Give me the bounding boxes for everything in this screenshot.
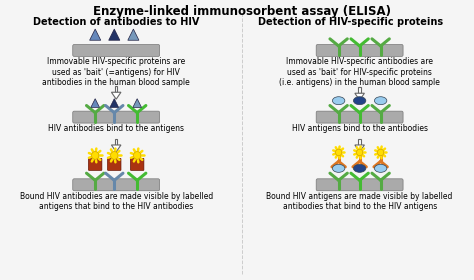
Ellipse shape bbox=[332, 97, 345, 105]
Circle shape bbox=[377, 149, 384, 156]
Polygon shape bbox=[110, 99, 118, 108]
FancyBboxPatch shape bbox=[108, 158, 121, 170]
FancyBboxPatch shape bbox=[115, 139, 118, 145]
Circle shape bbox=[110, 151, 118, 159]
Polygon shape bbox=[109, 29, 120, 40]
Polygon shape bbox=[111, 145, 121, 152]
Polygon shape bbox=[91, 99, 100, 108]
Text: HIV antigens bind to the antibodies: HIV antigens bind to the antibodies bbox=[292, 124, 428, 133]
Circle shape bbox=[356, 149, 363, 156]
Polygon shape bbox=[355, 145, 365, 152]
Ellipse shape bbox=[332, 164, 345, 172]
Polygon shape bbox=[90, 29, 101, 40]
Text: Detection of HIV-specific proteins: Detection of HIV-specific proteins bbox=[257, 17, 443, 27]
Ellipse shape bbox=[354, 164, 366, 172]
Circle shape bbox=[336, 149, 342, 156]
FancyBboxPatch shape bbox=[316, 45, 403, 56]
Ellipse shape bbox=[354, 97, 366, 105]
Text: Bound HIV antigens are made visible by labelled
antibodies that bind to the HIV : Bound HIV antigens are made visible by l… bbox=[266, 192, 453, 211]
Polygon shape bbox=[128, 29, 139, 40]
Polygon shape bbox=[133, 99, 142, 108]
FancyBboxPatch shape bbox=[358, 87, 361, 93]
Text: Immovable HIV-specific antibodies are
used as 'bait' for HIV-specific proteins
(: Immovable HIV-specific antibodies are us… bbox=[279, 57, 440, 87]
Polygon shape bbox=[111, 92, 121, 99]
Text: Bound HIV antibodies are made visible by labelled
antigens that bind to the HIV : Bound HIV antibodies are made visible by… bbox=[19, 192, 213, 211]
FancyBboxPatch shape bbox=[73, 111, 160, 123]
Text: Immovable HIV-specific proteins are
used as 'bait' (=antigens) for HIV
antibodie: Immovable HIV-specific proteins are used… bbox=[42, 57, 190, 87]
Ellipse shape bbox=[374, 97, 387, 105]
FancyBboxPatch shape bbox=[130, 158, 144, 170]
Text: HIV antibodies bind to the antigens: HIV antibodies bind to the antigens bbox=[48, 124, 184, 133]
Polygon shape bbox=[355, 93, 365, 100]
Circle shape bbox=[134, 151, 141, 159]
FancyBboxPatch shape bbox=[316, 179, 403, 191]
FancyBboxPatch shape bbox=[316, 111, 403, 123]
Text: Enzyme-linked immunosorbent assay (ELISA): Enzyme-linked immunosorbent assay (ELISA… bbox=[93, 5, 391, 18]
FancyBboxPatch shape bbox=[115, 86, 118, 92]
FancyBboxPatch shape bbox=[89, 158, 102, 170]
Ellipse shape bbox=[374, 164, 387, 172]
FancyBboxPatch shape bbox=[358, 139, 361, 145]
FancyBboxPatch shape bbox=[73, 179, 160, 191]
FancyBboxPatch shape bbox=[73, 45, 160, 56]
Text: Detection of antibodies to HIV: Detection of antibodies to HIV bbox=[33, 17, 200, 27]
Circle shape bbox=[91, 151, 99, 159]
